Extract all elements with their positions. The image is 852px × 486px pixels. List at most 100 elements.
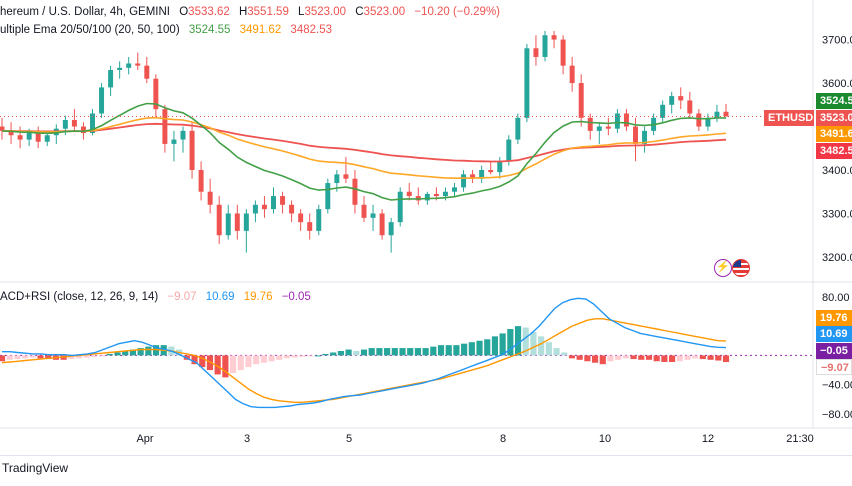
- candle-body: [216, 204, 222, 236]
- histogram-bar: [145, 346, 152, 356]
- candle-body: [497, 161, 503, 173]
- osc-macd-value: 10.69: [205, 291, 235, 303]
- time-tick-label: 10: [599, 433, 611, 445]
- histogram-bar: [360, 349, 368, 356]
- price-tick-label: 3400.00: [822, 165, 852, 177]
- footer-bar: [0, 455, 852, 486]
- tradingview-brand[interactable]: TradingView: [2, 461, 68, 475]
- candle-body: [289, 204, 295, 214]
- ema-indicator-name: ultiple Ema 20/50/100 (20, 50, 100): [0, 24, 180, 36]
- histogram-bar: [499, 333, 506, 356]
- candle-body: [479, 170, 485, 179]
- histogram-bar: [345, 349, 352, 356]
- histogram-bar: [684, 355, 691, 360]
- candle-body: [307, 222, 313, 231]
- histogram-bar: [0, 355, 6, 362]
- candle-body: [343, 174, 349, 179]
- histogram-bar: [253, 355, 260, 365]
- price-tick-label: 3300.00: [822, 208, 852, 220]
- lightning-icon[interactable]: ⚡: [714, 259, 732, 277]
- candle-body: [144, 65, 150, 79]
- candle-body: [406, 191, 412, 197]
- candle-body: [62, 120, 68, 129]
- candle-body: [117, 67, 123, 70]
- histogram-bar: [214, 355, 221, 375]
- macd-line: [2, 297, 727, 409]
- histogram-bar: [491, 336, 499, 356]
- histogram-bar: [260, 355, 267, 363]
- histogram-bar: [129, 349, 137, 356]
- histogram-bar: [568, 355, 576, 359]
- candle-body: [26, 133, 32, 140]
- histogram-bar: [291, 355, 298, 358]
- candle-body: [361, 204, 367, 218]
- candle-body: [44, 135, 50, 142]
- osc-signal-value: 19.76: [243, 291, 273, 303]
- candle-body: [524, 48, 530, 118]
- histogram-bar: [422, 348, 429, 356]
- candle-body: [678, 96, 684, 101]
- histogram-bar: [599, 355, 606, 365]
- ema20-line: [1, 102, 727, 201]
- candle-body: [669, 96, 675, 105]
- osc-hist-value: −9.07: [167, 291, 197, 303]
- close-label: C: [355, 6, 364, 18]
- osc-hist-tag: −9.07: [816, 359, 852, 375]
- event-icons[interactable]: ⚡: [714, 259, 754, 279]
- candle-body: [0, 126, 5, 131]
- us-flag-icon[interactable]: [732, 259, 750, 277]
- candle-body: [352, 178, 358, 205]
- histogram-bar: [276, 355, 283, 360]
- candle-body: [687, 100, 693, 114]
- histogram-bar: [653, 355, 660, 362]
- candle-body: [234, 213, 240, 231]
- ema-legend: ultiple Ema 20/50/100 (20, 50, 100) 3524…: [0, 24, 338, 36]
- histogram-bar: [607, 355, 614, 362]
- ema50-line: [1, 116, 727, 180]
- candle-body: [153, 78, 159, 110]
- osc-tick-label: −40.00: [822, 380, 852, 392]
- candle-body: [316, 209, 322, 231]
- candle-body: [633, 126, 638, 144]
- oscillator-name: ACD+RSI (close, 12, 26, 9, 14): [0, 291, 159, 303]
- histogram-bar: [645, 355, 653, 360]
- histogram-bar: [407, 348, 414, 356]
- histogram-bar: [507, 329, 514, 356]
- candle-body: [397, 191, 403, 223]
- histogram-bar: [22, 355, 29, 359]
- histogram-bar: [514, 326, 522, 356]
- histogram-bar: [437, 345, 445, 356]
- candle-body: [280, 196, 286, 205]
- candle-body: [108, 70, 114, 88]
- histogram-bar: [122, 351, 129, 356]
- change-value: −10.20 (−0.29%): [414, 6, 500, 18]
- histogram-bar: [545, 342, 552, 356]
- histogram-bar: [283, 355, 291, 359]
- histogram-bar: [715, 355, 722, 361]
- oscillator-legend: ACD+RSI (close, 12, 26, 9, 14) −9.07 10.…: [0, 291, 317, 303]
- candle-body: [623, 113, 629, 127]
- candle-body: [99, 87, 105, 114]
- histogram-bar: [538, 336, 545, 356]
- symbol-tag: ETHUSD: [764, 110, 814, 126]
- histogram-bar: [630, 355, 637, 360]
- ema50-value: 3491.62: [239, 24, 282, 36]
- histogram-bar: [299, 355, 306, 357]
- histogram-bar: [453, 345, 460, 356]
- candle-body: [252, 204, 258, 214]
- histogram-bar: [45, 355, 52, 360]
- histogram-bar: [75, 355, 83, 359]
- price-tick-label: 3700.00: [822, 35, 852, 47]
- candle-body: [271, 196, 276, 210]
- osc-signal-tag: 19.76: [816, 310, 852, 326]
- osc-tick-label: −80.00: [822, 409, 852, 421]
- candle-body: [388, 222, 394, 236]
- low-label: L: [298, 6, 305, 18]
- histogram-bar: [391, 348, 398, 356]
- candle-body: [578, 83, 584, 118]
- histogram-bar: [669, 355, 676, 362]
- time-tick-label: 21:30: [786, 433, 814, 445]
- time-tick-label: 3: [244, 433, 250, 445]
- ohlc-low: L3523.00: [298, 6, 346, 18]
